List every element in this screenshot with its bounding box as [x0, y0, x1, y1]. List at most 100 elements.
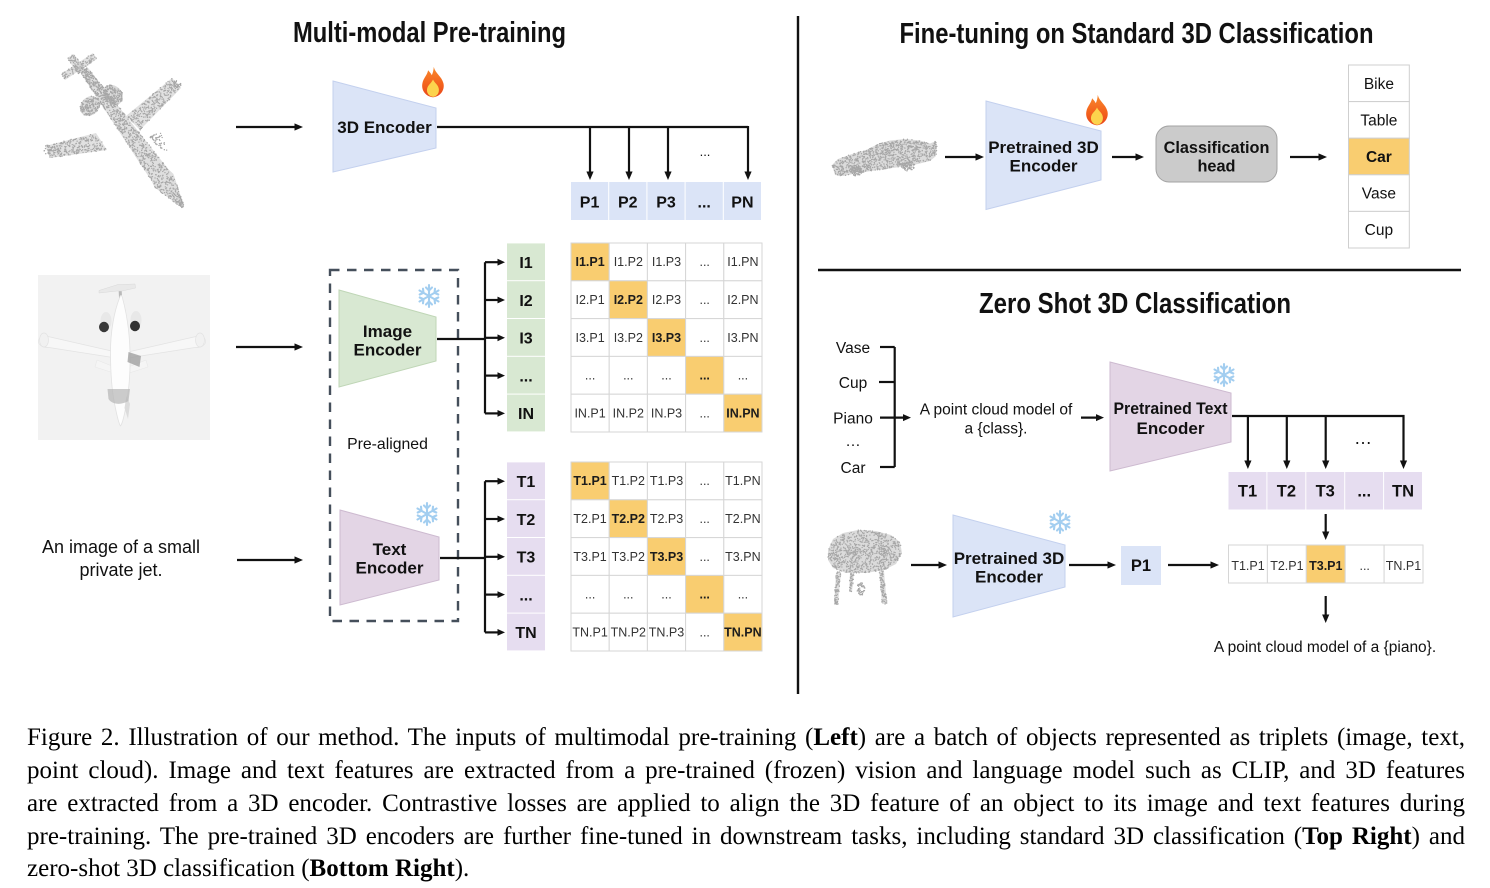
svg-text:...: ...	[698, 195, 711, 212]
svg-text:a {class}.: a {class}.	[965, 421, 1028, 438]
svg-text:T3: T3	[1316, 483, 1335, 501]
svg-text:T3.P1: T3.P1	[1309, 559, 1342, 573]
svg-text:T2.P1: T2.P1	[1270, 559, 1303, 573]
svg-text:Vase: Vase	[1362, 186, 1396, 203]
svg-text:3D Encoder: 3D Encoder	[337, 118, 432, 137]
svg-text:TN: TN	[1392, 483, 1414, 501]
svg-text:A point cloud model of a {pian: A point cloud model of a {piano}.	[1214, 639, 1436, 656]
svg-text:T3.P2: T3.P2	[612, 550, 645, 564]
svg-text:I3.P3: I3.P3	[652, 331, 681, 345]
svg-text:T2.P1: T2.P1	[573, 512, 606, 526]
svg-text:Cup: Cup	[839, 375, 867, 392]
svg-text:...: ...	[519, 587, 532, 604]
svg-text:T1: T1	[517, 474, 536, 491]
svg-text:T1.P2: T1.P2	[612, 474, 645, 488]
svg-text:T2.P2: T2.P2	[612, 512, 645, 526]
svg-text:IN.P3: IN.P3	[651, 406, 682, 420]
svg-text:I3.P2: I3.P2	[614, 331, 643, 345]
svg-text:Pre-aligned: Pre-aligned	[347, 436, 428, 453]
svg-text:...: ...	[699, 255, 709, 269]
svg-text:...: ...	[1357, 483, 1371, 501]
svg-text:I1.P3: I1.P3	[652, 255, 681, 269]
svg-text:P1: P1	[1131, 557, 1151, 575]
svg-text:I3: I3	[519, 331, 532, 348]
svg-text:Multi-modal Pre-training: Multi-modal Pre-training	[293, 17, 566, 49]
svg-text:T2.PN: T2.PN	[725, 512, 760, 526]
svg-text:Vase: Vase	[836, 340, 870, 357]
svg-text:I2.P2: I2.P2	[614, 293, 643, 307]
svg-text:I1.P1: I1.P1	[576, 255, 605, 269]
svg-text:T3: T3	[517, 550, 536, 567]
svg-text:TN: TN	[515, 625, 536, 642]
svg-text:Encoder: Encoder	[975, 568, 1043, 587]
svg-text:...: ...	[661, 369, 671, 383]
svg-text:T1.P3: T1.P3	[650, 474, 683, 488]
svg-text:I2.P1: I2.P1	[576, 293, 605, 307]
svg-text:I1: I1	[519, 255, 532, 272]
svg-text:...: ...	[738, 369, 748, 383]
svg-text:...: ...	[519, 368, 532, 385]
svg-text:IN.P2: IN.P2	[613, 406, 644, 420]
svg-text:A point cloud model of: A point cloud model of	[920, 402, 1073, 419]
svg-text:Fine-tuning on Standard 3D Cla: Fine-tuning on Standard 3D Classificatio…	[900, 18, 1374, 50]
svg-text:Bike: Bike	[1364, 76, 1394, 93]
svg-text:P1: P1	[580, 195, 600, 212]
svg-text:...: ...	[623, 588, 633, 602]
svg-text:T1.P1: T1.P1	[573, 474, 606, 488]
svg-text:Image: Image	[363, 322, 412, 341]
svg-text:An image of a small: An image of a small	[42, 537, 200, 557]
svg-text:T3.PN: T3.PN	[725, 550, 760, 564]
svg-text:...: ...	[699, 406, 709, 420]
svg-text:Piano: Piano	[833, 410, 873, 427]
svg-text:I3.PN: I3.PN	[727, 331, 758, 345]
svg-text:TN.P2: TN.P2	[611, 625, 646, 639]
svg-text:Encoder: Encoder	[1009, 157, 1077, 176]
svg-text:P3: P3	[656, 195, 676, 212]
svg-text:...: ...	[699, 331, 709, 345]
svg-text:Encoder: Encoder	[1136, 419, 1204, 438]
svg-text:Cup: Cup	[1365, 222, 1393, 239]
svg-text:I2.P3: I2.P3	[652, 293, 681, 307]
svg-text:…: …	[845, 433, 861, 450]
svg-text:...: ...	[699, 512, 709, 526]
svg-text:Table: Table	[1360, 112, 1397, 129]
svg-text:...: ...	[738, 588, 748, 602]
svg-text:T2: T2	[1277, 483, 1296, 501]
svg-text:...: ...	[699, 588, 709, 602]
svg-text:...: ...	[661, 588, 671, 602]
svg-text:Pretrained Text: Pretrained Text	[1114, 399, 1228, 418]
svg-text:...: ...	[1359, 559, 1369, 573]
svg-text:Car: Car	[841, 460, 866, 477]
svg-text:TN.P3: TN.P3	[649, 625, 684, 639]
svg-text:Pretrained 3D: Pretrained 3D	[954, 549, 1065, 568]
svg-text:PN: PN	[731, 195, 753, 212]
svg-text:...: ...	[699, 293, 709, 307]
svg-text:Encoder: Encoder	[355, 559, 423, 578]
svg-text:Pretrained 3D: Pretrained 3D	[988, 138, 1099, 157]
svg-text:TN.P1: TN.P1	[572, 625, 607, 639]
svg-text:T3.P3: T3.P3	[650, 550, 683, 564]
svg-text:T3.P1: T3.P1	[573, 550, 606, 564]
svg-text:I3.P1: I3.P1	[576, 331, 605, 345]
svg-text:Car: Car	[1366, 149, 1392, 166]
svg-text:private jet.: private jet.	[79, 560, 162, 580]
svg-text:I1.P2: I1.P2	[614, 255, 643, 269]
svg-text:...: ...	[623, 369, 633, 383]
svg-text:IN.P1: IN.P1	[574, 406, 605, 420]
svg-text:Zero Shot 3D Classification: Zero Shot 3D Classification	[979, 288, 1291, 320]
svg-text:TN.P1: TN.P1	[1386, 559, 1421, 573]
svg-text:...: ...	[699, 550, 709, 564]
svg-text:T2.P3: T2.P3	[650, 512, 683, 526]
svg-text:...: ...	[700, 144, 711, 159]
svg-text:...: ...	[699, 625, 709, 639]
svg-text:Classification: Classification	[1164, 139, 1270, 157]
svg-text:T2: T2	[517, 512, 536, 529]
svg-text:I2: I2	[519, 293, 532, 310]
svg-text:T1.PN: T1.PN	[725, 474, 760, 488]
svg-text:IN.PN: IN.PN	[726, 406, 759, 420]
svg-text:T1: T1	[1238, 483, 1257, 501]
svg-text:Text: Text	[373, 540, 407, 559]
svg-text:head: head	[1197, 158, 1235, 176]
svg-text:...: ...	[585, 588, 595, 602]
svg-text:...: ...	[699, 474, 709, 488]
